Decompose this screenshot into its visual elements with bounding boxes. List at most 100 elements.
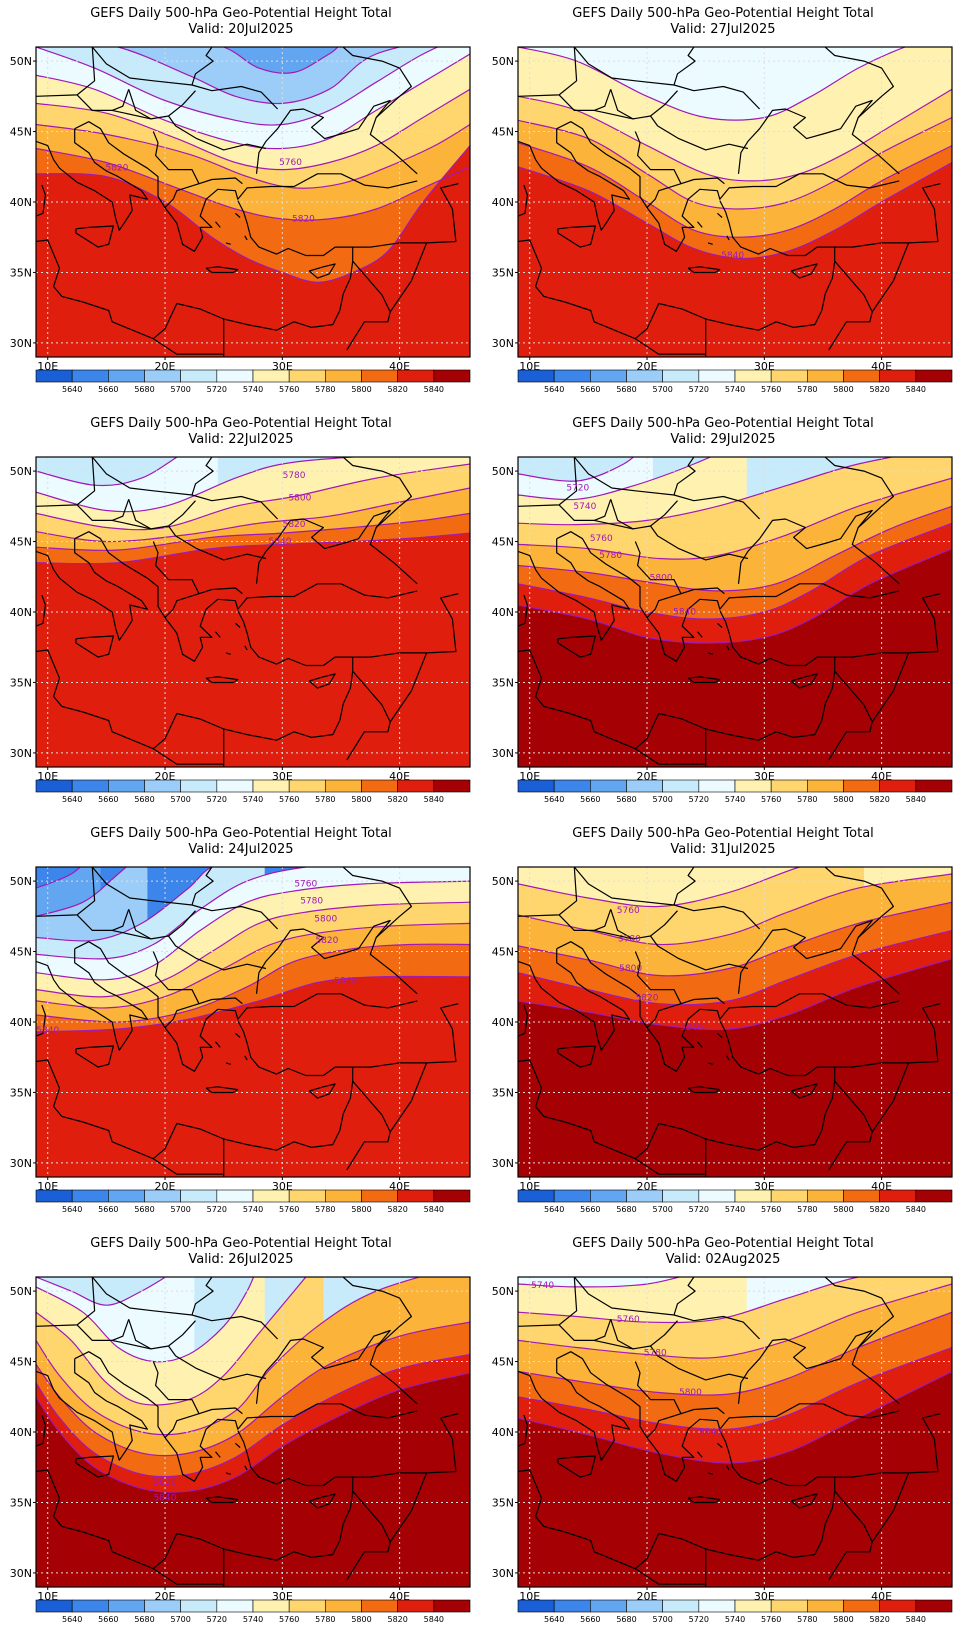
colorbar-swatch [216,1599,254,1613]
colorbar-label: 5680 [616,385,636,394]
lat-label: 35N [10,1496,32,1509]
colorbar-swatch [807,1599,844,1613]
colorbar-label: 5760 [761,1615,781,1624]
coastline [518,610,836,750]
coastline [634,541,682,619]
colorbar-swatch [71,369,109,383]
colorbar-label: 5800 [351,1615,371,1624]
coastline [707,1472,713,1475]
contour-label: 5760 [617,1315,640,1325]
colorbar-label: 5780 [315,385,335,394]
colorbar-swatch [252,779,290,793]
coastline [128,499,196,530]
contour-line [36,943,470,1023]
contour-label: 5780 [644,1349,667,1359]
coastline [205,266,239,274]
lat-label: 40N [492,606,514,619]
contour-label: 5780 [599,551,622,561]
colorbar-swatch [698,779,736,793]
map-area: 5760 5780 5800 5820 5840 [518,867,952,1177]
colorbar-swatch [180,1599,218,1613]
colorbar-label: 5700 [652,385,672,394]
contour-label: 5740 [531,1281,554,1291]
coastline [255,509,418,585]
lat-label: 50N [10,465,32,478]
colorbar-swatch [843,779,880,793]
colorbar-label: 5760 [279,385,299,394]
coastline [346,1080,391,1171]
colorbar-label: 5760 [761,385,781,394]
colorbar-swatch [144,1189,181,1203]
colorbar-label: 5800 [351,1205,371,1214]
coastline [871,652,910,723]
panel-valid-date: Valid: 29Jul2025 [670,432,776,447]
colorbar-swatch [144,779,181,793]
colorbar-swatch [180,369,218,383]
colorbar-swatch [734,1599,772,1613]
colorbar-swatch [879,1599,917,1613]
coastline [680,587,725,595]
coastline [687,1496,721,1504]
coastline [235,622,241,628]
lat-label: 45N [492,1356,514,1369]
colorbar-label: 5720 [689,795,709,804]
lat-label: 35N [492,266,514,279]
coastline [225,652,231,655]
coastline [36,867,96,917]
map-area: 5820 5840 [36,1277,470,1587]
coastline [634,1361,682,1439]
contour-label: 5760 [590,534,613,544]
colorbar-label: 5700 [652,1615,672,1624]
colorbar-label: 5780 [797,795,817,804]
colorbar-label: 5700 [652,1205,672,1214]
coastline [128,89,196,120]
colorbar-swatch [108,369,145,383]
coastline [352,593,459,658]
coastline [36,948,148,1051]
coastline [205,676,239,684]
coastline [152,748,224,765]
coastline [308,673,336,689]
colorbar-label: 5780 [315,1615,335,1624]
coastline [707,1062,713,1065]
coastline [36,184,46,217]
colorbar-swatch [879,369,917,383]
colorbar-swatch [35,1189,73,1203]
contour-label: 5800 [650,574,673,584]
contour-line [36,880,470,981]
colorbar-label: 5760 [279,1615,299,1624]
colorbar-label: 5760 [761,1205,781,1214]
forecast-panel: GEFS Daily 500-hPa Geo-Potential Height … [0,1230,482,1640]
colorbar-label: 5740 [725,795,745,804]
lat-label: 35N [492,676,514,689]
colorbar-swatch [734,779,772,793]
contour-label: 5820 [292,214,315,224]
lat-label: 45N [10,1356,32,1369]
map-area: 5780 5800 5820 5840 [36,457,470,767]
coastline [556,531,900,662]
forecast-panel: GEFS Daily 500-hPa Geo-Potential Height … [0,0,482,410]
coastline [828,670,873,761]
coastline [790,673,818,689]
coastline [215,631,221,638]
coastline [74,1351,418,1482]
coastline [680,997,725,1005]
panel-title: GEFS Daily 500-hPa Geo-Potential Height … [572,6,874,21]
coastline [74,121,418,252]
lat-label: 35N [492,1496,514,1509]
coastline [255,99,418,175]
colorbar-swatch [361,1599,398,1613]
coastline [557,635,596,658]
coastline [352,1413,459,1478]
contour-line [518,161,952,260]
coastline [737,99,900,175]
contour-label: 5800 [314,915,337,925]
lat-label: 45N [492,126,514,139]
colorbar-swatch [252,369,290,383]
colorbar-swatch [216,779,254,793]
lat-label: 30N [10,337,32,350]
lat-label: 40N [10,606,32,619]
colorbar-swatch [361,1189,398,1203]
coastline [191,457,214,496]
coastline [308,263,336,279]
